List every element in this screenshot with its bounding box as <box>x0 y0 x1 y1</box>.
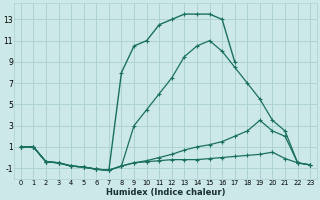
X-axis label: Humidex (Indice chaleur): Humidex (Indice chaleur) <box>106 188 225 197</box>
